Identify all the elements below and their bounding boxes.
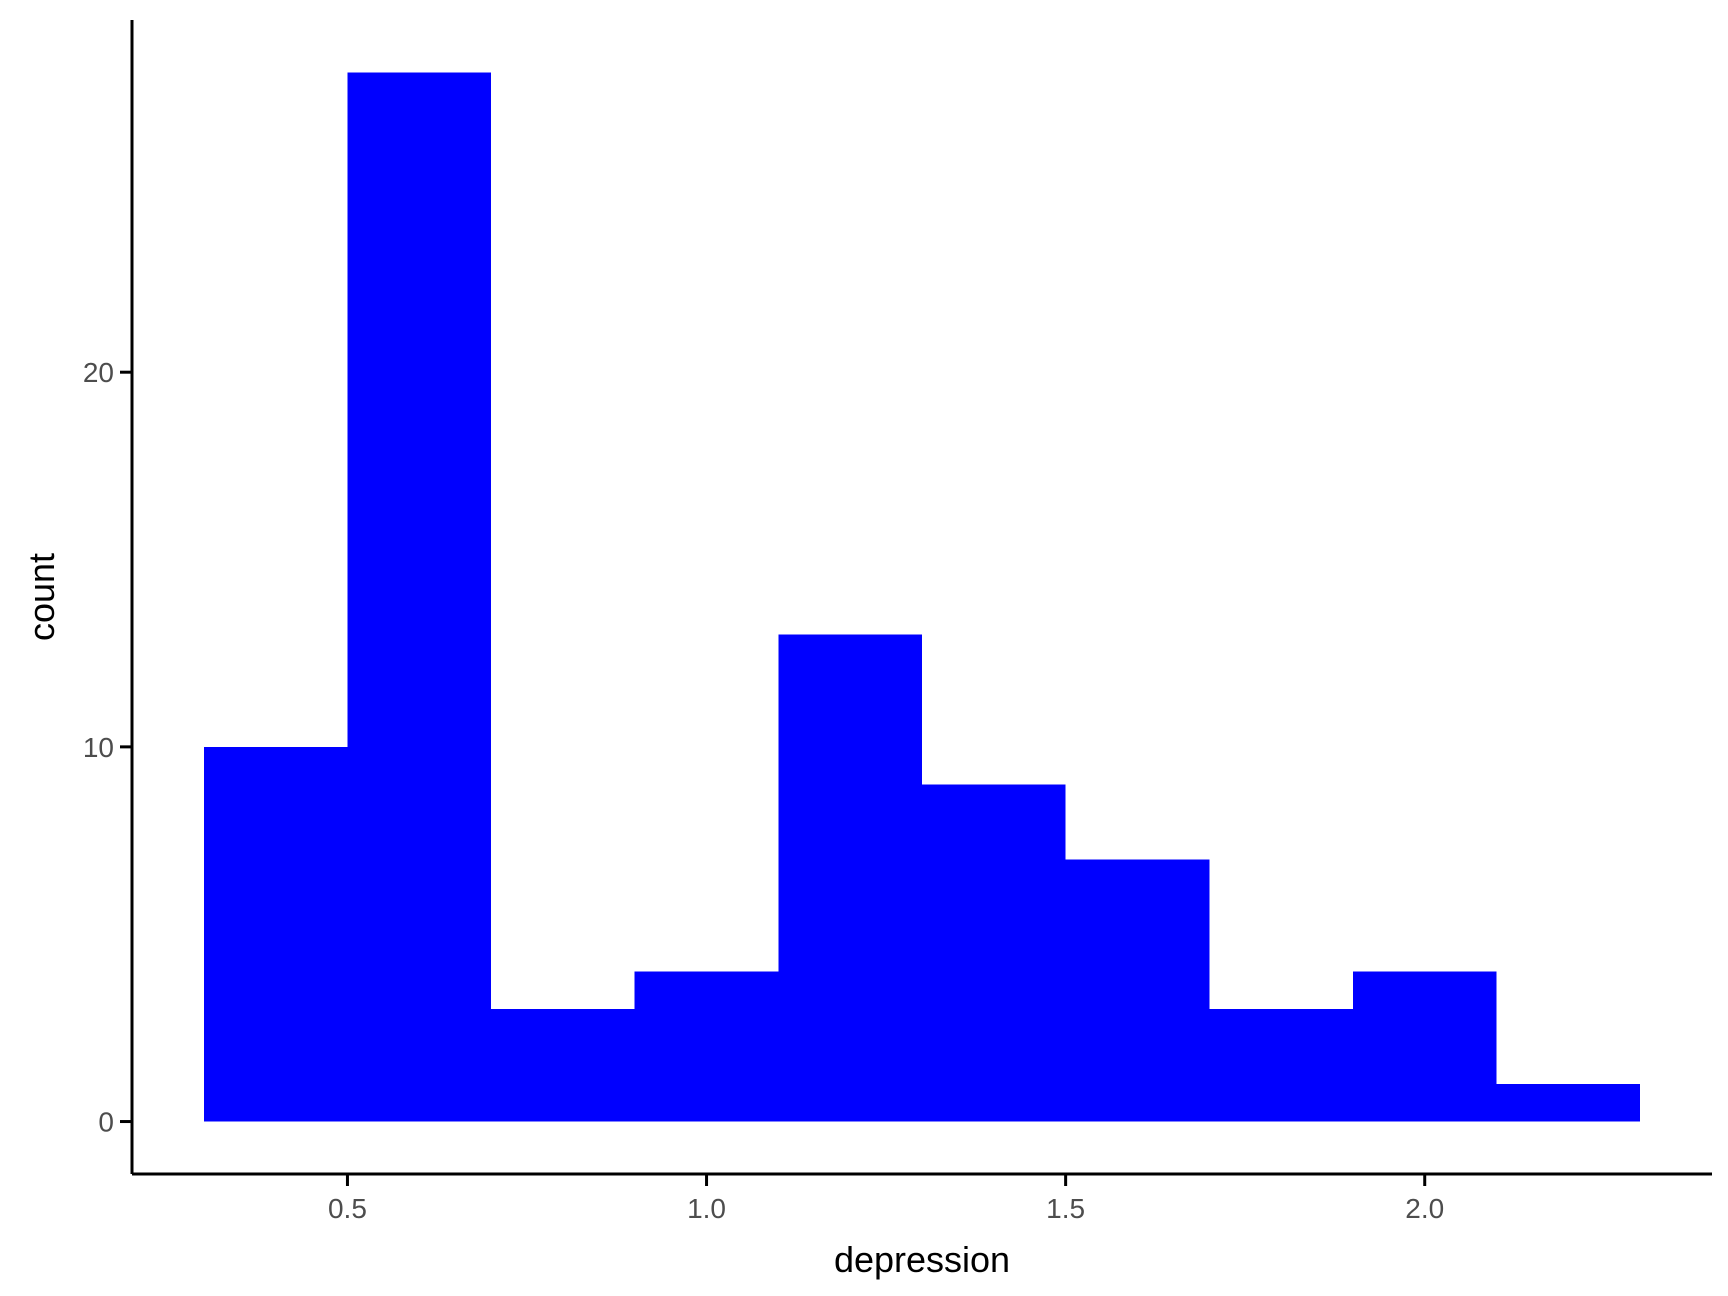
histogram-bar-5 <box>922 784 1066 1122</box>
histogram-bar-0 <box>203 746 348 1122</box>
y-axis-title: count <box>21 553 62 641</box>
y-tick-label-2: 20 <box>83 357 114 388</box>
y-tick-label-1: 10 <box>83 732 114 763</box>
histogram-bars <box>203 72 1641 1122</box>
x-tick-label-0: 0.5 <box>328 1193 367 1224</box>
histogram-bar-1 <box>347 72 492 1122</box>
y-axis: 0 10 20 <box>83 20 134 1174</box>
x-axis-title: depression <box>834 1239 1010 1280</box>
histogram-bar-2 <box>491 1009 635 1122</box>
histogram-bar-6 <box>1065 859 1210 1122</box>
x-tick-label-3: 2.0 <box>1405 1193 1444 1224</box>
x-axis: 0.5 1.0 1.5 2.0 <box>132 1172 1712 1224</box>
histogram-bar-9 <box>1496 1084 1641 1122</box>
histogram-bar-3 <box>634 971 779 1122</box>
histogram-bar-8 <box>1352 971 1497 1122</box>
x-tick-label-2: 1.5 <box>1046 1193 1085 1224</box>
y-tick-label-0: 0 <box>98 1107 114 1138</box>
x-tick-label-1: 1.0 <box>687 1193 726 1224</box>
histogram-bar-7 <box>1209 1009 1353 1122</box>
histogram-bar-4 <box>778 634 922 1122</box>
